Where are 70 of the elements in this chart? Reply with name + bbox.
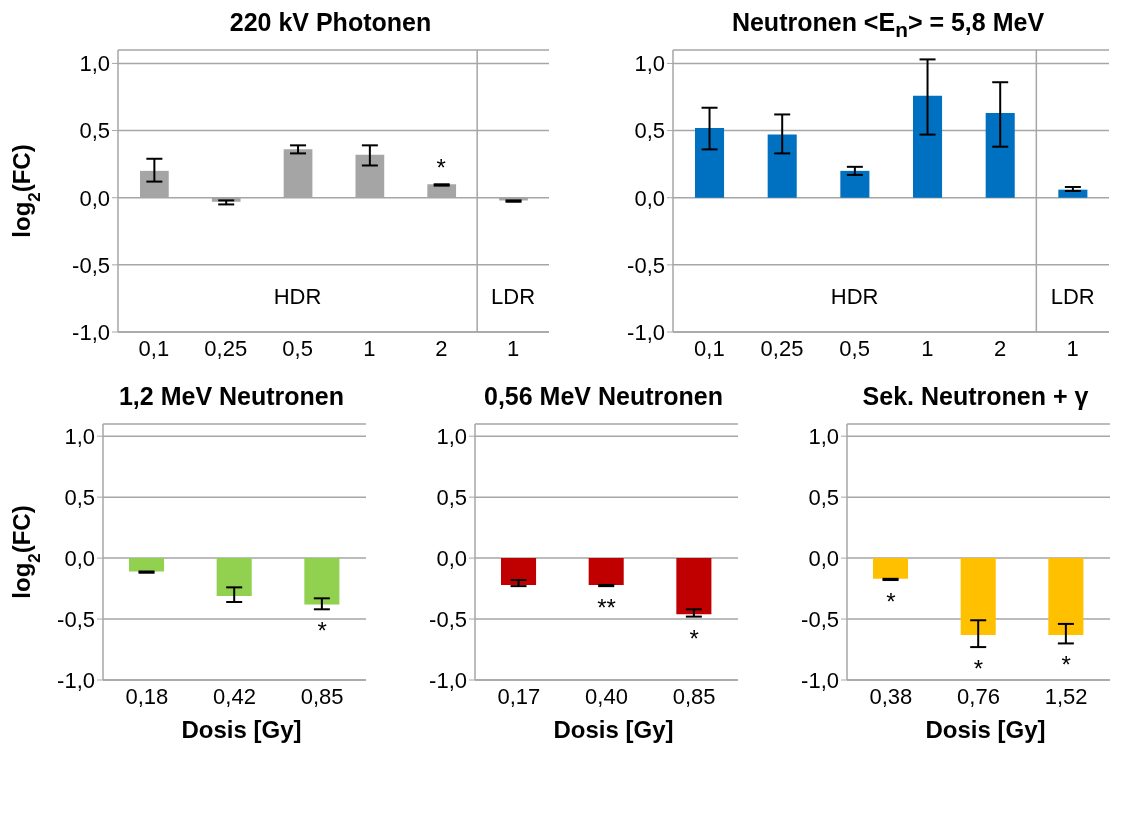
y-tick-label: 0,0 xyxy=(634,185,665,211)
x-tick-label: 1,52 xyxy=(1044,683,1088,709)
annotation: * xyxy=(886,588,896,616)
annotation: * xyxy=(1061,651,1071,679)
x-axis-title: Dosis [Gy] xyxy=(924,716,1047,744)
y-tick-label: 0,5 xyxy=(64,484,95,510)
x-tick-label: 0,85 xyxy=(672,683,716,709)
y-tick-label: 0,0 xyxy=(808,545,839,571)
x-tick-label: 0,25 xyxy=(760,335,804,361)
annotation: ** xyxy=(597,594,616,622)
x-tick-label: 0,25 xyxy=(204,335,248,361)
x-tick-label: 0,17 xyxy=(497,683,541,709)
y-tick-label: -1,0 xyxy=(627,319,665,345)
chart-title: Neutronen <E$_{n}$> = 5,8 MeV xyxy=(730,8,1046,42)
y-tick-label: 0,5 xyxy=(634,118,665,144)
chart-title: Sek. Neutronen + γ xyxy=(861,382,1090,412)
y-tick-label: -0,5 xyxy=(57,606,95,632)
y-tick-label: -1,0 xyxy=(429,667,467,693)
y-tick-label: -1,0 xyxy=(72,319,110,345)
x-tick-label: 0,1 xyxy=(138,335,170,361)
y-tick-label: -1,0 xyxy=(57,667,95,693)
x-tick-label: 1 xyxy=(1066,335,1079,361)
y-tick-label: 0,0 xyxy=(436,545,467,571)
y-tick-label: 1,0 xyxy=(634,51,665,77)
bar xyxy=(913,95,943,198)
x-tick-label: 0,5 xyxy=(839,335,870,361)
chart-title: 1,2 MeV Neutronen xyxy=(117,382,346,412)
bar xyxy=(840,170,870,198)
chart-title: 0,56 MeV Neutronen xyxy=(483,382,724,412)
annotation: HDR xyxy=(273,284,322,309)
x-tick-label: 1 xyxy=(506,335,520,361)
annotation: * xyxy=(317,617,327,645)
y-tick-label: -0,5 xyxy=(801,606,839,632)
y-tick-label: 1,0 xyxy=(436,424,467,449)
bar xyxy=(767,134,797,198)
bar xyxy=(695,127,725,198)
annotation: * xyxy=(689,624,699,652)
y-tick-label: 1,0 xyxy=(808,424,839,449)
x-axis-title: Dosis [Gy] xyxy=(180,716,303,744)
x-tick-label: 0,38 xyxy=(869,683,913,709)
y-tick-label: 0,0 xyxy=(79,185,110,211)
y-tick-label: 0,0 xyxy=(64,545,95,571)
chart-title: 220 kV Photonen xyxy=(228,8,433,38)
annotation: * xyxy=(973,655,984,683)
annotation: HDR xyxy=(830,284,879,309)
x-tick-label: 2 xyxy=(993,335,1007,361)
x-tick-label: 0,42 xyxy=(213,683,256,709)
x-tick-label: 1 xyxy=(363,335,376,361)
y-tick-label: -1,0 xyxy=(801,667,839,693)
x-tick-label: 0,5 xyxy=(282,335,313,361)
x-tick-label: 0,40 xyxy=(585,683,628,709)
annotation: LDR xyxy=(1050,284,1095,309)
x-tick-label: 0,76 xyxy=(957,683,1000,709)
y-tick-label: -0,5 xyxy=(429,606,467,632)
bar xyxy=(985,113,1015,198)
x-tick-label: 2 xyxy=(435,335,448,361)
y-tick-label: 0,5 xyxy=(79,118,110,144)
annotation: * xyxy=(436,154,446,182)
y-tick-label: 0,5 xyxy=(436,484,467,510)
x-tick-label: 0,85 xyxy=(300,683,344,709)
y-tick-label: -0,5 xyxy=(627,252,665,278)
y-tick-label: 1,0 xyxy=(64,424,95,449)
x-tick-label: 0,18 xyxy=(125,683,169,709)
x-axis-title: Dosis [Gy] xyxy=(552,716,675,744)
x-tick-label: 0,1 xyxy=(694,335,725,361)
x-tick-label: 1 xyxy=(921,335,934,361)
y-tick-label: -0,5 xyxy=(72,252,110,278)
y-tick-label: 1,0 xyxy=(79,51,110,77)
annotation: LDR xyxy=(491,284,536,309)
y-tick-label: 0,5 xyxy=(808,484,839,510)
